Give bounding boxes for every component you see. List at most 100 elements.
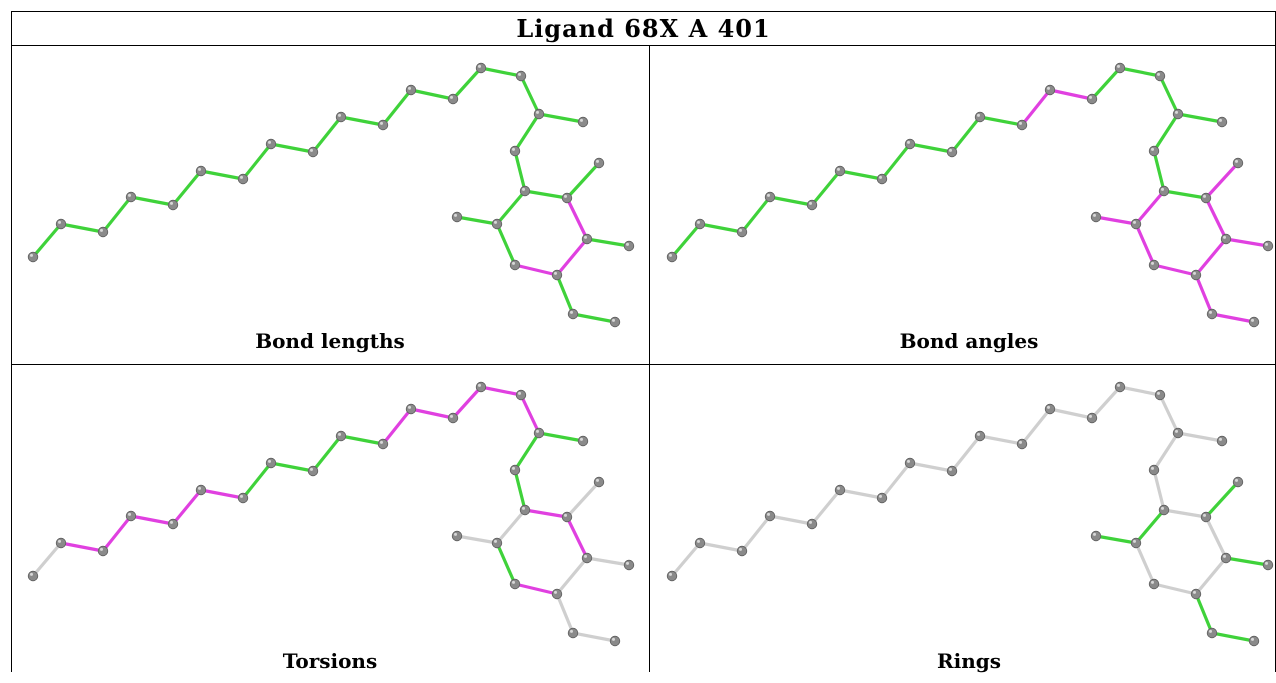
atom (561, 192, 573, 204)
bond-green (59, 222, 105, 234)
atom (1086, 93, 1098, 105)
atom (694, 537, 706, 549)
bond-green (838, 169, 884, 181)
atom-highlight (977, 432, 980, 436)
atom-highlight (767, 512, 770, 516)
atom-highlight (1093, 532, 1096, 536)
atom (1158, 185, 1170, 197)
bond-gray (950, 434, 982, 473)
atom-highlight (240, 175, 243, 179)
atom-highlight (1019, 440, 1022, 444)
atom (1190, 588, 1202, 600)
atom (834, 484, 846, 496)
bond-green (978, 115, 1024, 127)
atom (904, 138, 916, 150)
bond-green (1204, 480, 1240, 519)
bond-gray (740, 514, 772, 553)
atom-highlight (1203, 513, 1206, 517)
bond-green (1152, 149, 1166, 193)
bond-green (31, 222, 63, 259)
bond-magenta (1134, 189, 1166, 226)
atom (1206, 627, 1218, 639)
bond-magenta (1048, 88, 1094, 101)
atom (666, 570, 678, 582)
atom-highlight (697, 539, 700, 543)
bond-green (495, 541, 517, 586)
bond-magenta (1152, 263, 1198, 277)
atom-highlight (570, 310, 573, 314)
atom (609, 316, 621, 328)
atom (567, 627, 579, 639)
atom (1086, 412, 1098, 424)
atom-highlight (522, 506, 525, 510)
ligand-title: Ligand 68X A 401 (516, 13, 771, 43)
atom (475, 381, 487, 393)
table-rule-middle (11, 364, 1276, 365)
bond-gray (1158, 393, 1180, 435)
bond-green (950, 115, 982, 154)
atom-highlight (879, 175, 882, 179)
atom (764, 510, 776, 522)
bond-green (339, 115, 385, 127)
atom-highlight (268, 140, 271, 144)
atom-highlight (450, 95, 453, 99)
atom-highlight (739, 228, 742, 232)
molecule-bond-lengths (27, 62, 635, 328)
atom (55, 218, 67, 230)
atom-highlight (584, 554, 587, 558)
atom (377, 438, 389, 450)
atom (1090, 211, 1102, 223)
bond-gray (908, 461, 954, 473)
atom (451, 211, 463, 223)
atom (1148, 259, 1160, 271)
bond-magenta (555, 237, 589, 277)
bond-gray (1194, 556, 1228, 596)
atom-highlight (58, 539, 61, 543)
bond-gray (1048, 407, 1094, 420)
atom (265, 138, 277, 150)
atom (834, 165, 846, 177)
atom-highlight (536, 110, 539, 114)
bond-green (495, 222, 517, 267)
atom-highlight (570, 629, 573, 633)
atom-highlight (1151, 466, 1154, 470)
bond-green (1176, 112, 1224, 124)
atom (307, 465, 319, 477)
bond-magenta (1224, 237, 1270, 248)
atom (694, 218, 706, 230)
atom-highlight (837, 486, 840, 490)
atom (623, 240, 635, 252)
bond-green (199, 169, 245, 181)
atom (1044, 403, 1056, 415)
bond-gray (1176, 431, 1224, 443)
atom-highlight (977, 113, 980, 117)
atom-highlight (198, 486, 201, 490)
atom (167, 518, 179, 530)
atom (195, 165, 207, 177)
atom-highlight (268, 459, 271, 463)
bond-green (740, 195, 772, 234)
atom (1220, 552, 1232, 564)
atom (97, 226, 109, 238)
bond-green (495, 189, 527, 226)
atom (1172, 108, 1184, 120)
bond-gray (768, 514, 814, 526)
atom (1262, 559, 1274, 571)
bond-green (269, 142, 315, 154)
atom-highlight (580, 118, 583, 122)
bond-gray (810, 488, 842, 526)
atom-highlight (1265, 561, 1268, 565)
atom-highlight (100, 228, 103, 232)
atom-highlight (1151, 580, 1154, 584)
atom-highlight (240, 494, 243, 498)
atom (1190, 269, 1202, 281)
atom (666, 251, 678, 263)
atom-highlight (30, 572, 33, 576)
atom (581, 233, 593, 245)
atom-highlight (669, 253, 672, 257)
atom-highlight (58, 220, 61, 224)
atom (1200, 192, 1212, 204)
atom-highlight (1161, 506, 1164, 510)
atom (509, 578, 521, 590)
panel-bond-angles: Bond angles (650, 46, 1276, 364)
